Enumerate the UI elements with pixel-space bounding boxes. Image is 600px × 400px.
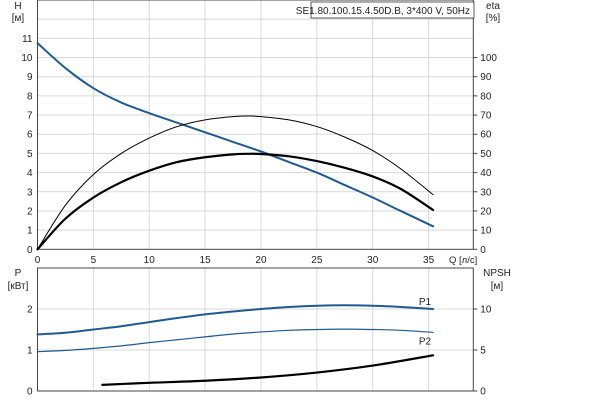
series-line-p1 (36, 304, 435, 336)
y-tick-label: 0 (27, 245, 33, 256)
power-npsh-plot: 0 1 2 0 5 10 P1 P2 (27, 267, 492, 398)
x-tick-label: 10 (144, 255, 156, 266)
y2-tick-label: 20 (480, 206, 492, 217)
eta-axis-label: eta (486, 1, 500, 12)
y-tick-label: 7 (27, 111, 33, 122)
series-label-p1: P1 (419, 297, 432, 308)
x-tick-label: 35 (423, 255, 435, 266)
eta-axis-unit: [%] (486, 13, 501, 24)
y-tick-label: 1 (27, 226, 33, 237)
p-axis-unit: [кВт] (8, 281, 29, 292)
y2-tick-label: 40 (480, 168, 492, 179)
y2-tick-label: 50 (480, 149, 492, 160)
chart-title: SE1.80.100.15.4.50D.B, 3*400 V, 50Hz (296, 6, 470, 17)
plot-frame (37, 0, 474, 250)
y2-tick-label: 10 (480, 305, 492, 316)
y-tick-label: 0 (27, 387, 33, 398)
y2-tick-label: 0 (480, 245, 486, 256)
series-line-p2 (36, 328, 434, 353)
series-line-head (36, 42, 435, 228)
y2-tick-label: 100 (480, 53, 497, 64)
series-line-efficiency-2 (36, 152, 435, 251)
series-line-efficiency-1 (37, 115, 434, 250)
y-tick-label: 5 (27, 149, 33, 160)
y-tick-label: 4 (27, 168, 33, 179)
y-tick-label: 1 (27, 346, 33, 357)
x-tick-label: 30 (367, 255, 379, 266)
y-tick-label: 9 (27, 72, 33, 83)
y2-tick-label: 10 (480, 226, 492, 237)
y-tick-label: 8 (27, 91, 33, 102)
y-tick-label: 10 (21, 53, 33, 64)
y2-tick-label: 0 (480, 387, 486, 398)
head-efficiency-plot: 0 1 2 3 4 5 6 7 8 9 10 11 0 10 20 30 40 50 60 70 80 90 100 0 5 10… (21, 0, 497, 266)
y2-tick-label: 80 (480, 91, 492, 102)
y2-tick-label: 70 (480, 111, 492, 122)
p-axis-label: P (15, 268, 22, 279)
h-axis-unit: [м] (12, 13, 25, 24)
title-box: SE1.80.100.15.4.50D.B, 3*400 V, 50Hz (296, 1, 475, 19)
y2-tick-label: 5 (480, 346, 486, 357)
series-line-npsh (101, 354, 435, 386)
y2-tick-label: 30 (480, 187, 492, 198)
x-tick-label: 15 (200, 255, 212, 266)
x-tick-label: 0 (35, 255, 41, 266)
y-tick-label: 6 (27, 130, 33, 141)
plot-frame (37, 267, 474, 392)
y2-tick-label: 90 (480, 72, 492, 83)
npsh-axis-unit: [м] (491, 281, 504, 292)
q-axis-label: Q [л/с] (449, 255, 477, 266)
y2-tick-label: 60 (480, 130, 492, 141)
x-tick-label: 20 (255, 255, 267, 266)
h-axis-label: H (14, 1, 21, 12)
y-tick-label: 11 (22, 34, 33, 45)
npsh-axis-label: NPSH (483, 268, 511, 279)
series-label-p2: P2 (419, 336, 432, 347)
x-tick-label: 5 (91, 255, 97, 266)
x-tick-label: 25 (311, 255, 323, 266)
y-tick-label: 2 (27, 305, 33, 316)
y-tick-label: 3 (27, 187, 33, 198)
y-tick-label: 2 (27, 206, 33, 217)
